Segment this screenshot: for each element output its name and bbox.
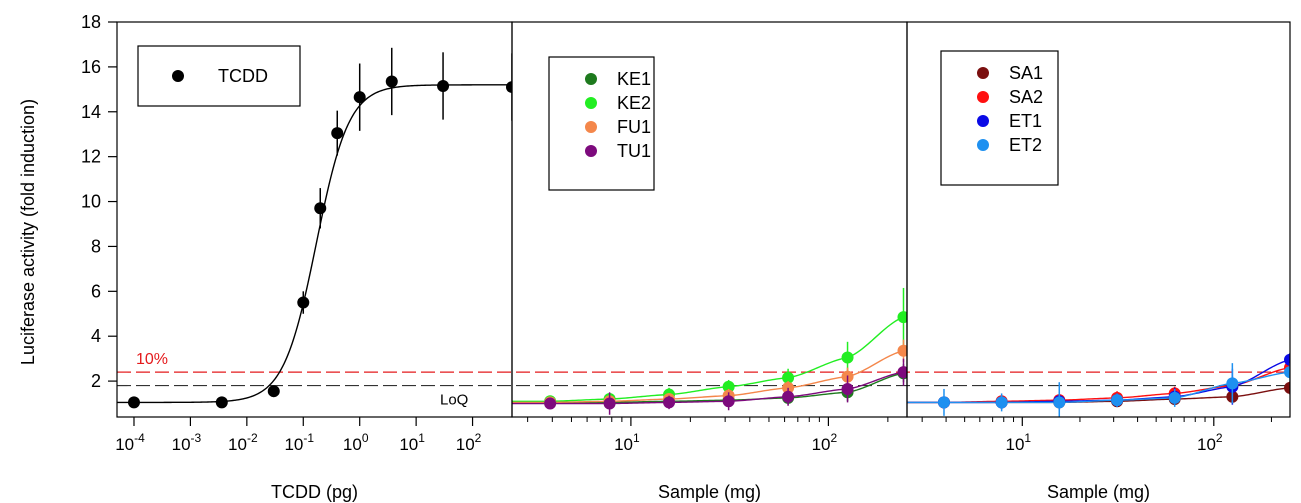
panel-2-data [512,287,907,415]
data-point-tu1 [782,390,795,403]
legend-label-sa2: SA2 [1009,87,1043,107]
legend-marker-et1 [977,115,989,127]
data-point-tcdd [127,396,140,409]
data-point-tcdd [267,385,280,398]
data-point-fu1 [897,344,907,357]
data-point-et2 [1226,377,1239,390]
panel-1-data [117,47,512,409]
legend-label-tu1: TU1 [617,141,651,161]
y-axis-label: Luciferase activity (fold induction) [18,99,38,365]
legend-marker-sa2 [977,91,989,103]
y-tick-label: 6 [91,281,101,301]
x-tick-label: 101 [1005,431,1031,454]
legend-box [548,56,655,191]
data-point-et2 [995,396,1008,409]
legend-label-sa1: SA1 [1009,63,1043,83]
y-tick-label: 10 [81,192,101,212]
fit-curve-fu1 [512,350,904,404]
data-point-tcdd [314,202,327,215]
data-point-et2 [1168,391,1181,404]
legend-marker-sa1 [977,67,989,79]
data-point-tcdd [297,296,310,309]
x-tick-label: 10-4 [115,431,145,454]
legend-label-ke2: KE2 [617,93,651,113]
legend-label-et1: ET1 [1009,111,1042,131]
data-point-et2 [1284,366,1290,379]
x-tick-label: 102 [812,431,838,454]
fit-curve-ke2 [512,316,904,402]
legend-label-fu1: FU1 [617,117,651,137]
reference-lines: 10% LoQ [117,351,1290,409]
legend-marker-tcdd [172,70,184,82]
x-axis-label-1: TCDD (pg) [271,482,358,502]
panel-1 [117,47,512,409]
data-point-ke2 [782,371,795,384]
y-tick-label: 2 [91,371,101,391]
x-tick-label: 102 [456,431,482,454]
x-axis-label-2: Sample (mg) [658,482,761,502]
chart-panels [117,47,1290,417]
x-tick-label: 10-3 [172,431,202,454]
fit-curve-tu1 [512,371,904,405]
legend-marker-tu1 [585,145,597,157]
panel-3 [907,353,1290,417]
data-point-tcdd [215,396,228,409]
fit-curve-et2 [907,371,1290,404]
data-point-tcdd [385,75,398,88]
reference-label-loq: LoQ [440,392,468,409]
panel-3-frame [906,21,1291,418]
legend-panel-2: KE1 KE2 FU1 TU1 [548,56,655,191]
y-tick-label: 4 [91,326,101,346]
panel-2 [512,287,907,415]
legend-label-et2: ET2 [1009,135,1042,155]
x-axis-label-3: Sample (mg) [1047,482,1150,502]
y-tick-label: 12 [81,147,101,167]
data-point-ke2 [722,380,735,393]
legend-label-tcdd: TCDD [218,66,268,86]
legend-panel-1: TCDD [137,45,301,107]
x-tick-label: 10-2 [228,431,258,454]
legend-marker-ke1 [585,73,597,85]
data-point-tu1 [603,397,616,410]
data-point-et2 [1111,394,1124,407]
y-tick-label: 8 [91,236,101,256]
data-point-tcdd [331,127,344,140]
data-point-et2 [937,396,950,409]
x-tick-label: 101 [399,431,425,454]
data-point-tu1 [544,397,557,410]
data-point-ke2 [841,351,854,364]
legend-marker-et2 [977,139,989,151]
data-point-tu1 [722,395,735,408]
data-point-ke2 [897,311,907,324]
legend-marker-fu1 [585,121,597,133]
data-point-tu1 [897,366,907,379]
y-tick-label: 16 [81,57,101,77]
data-point-tcdd [437,79,450,92]
y-tick-label: 18 [81,12,101,32]
data-point-sa1 [1284,381,1290,394]
legend-label-ke1: KE1 [617,69,651,89]
legend-panel-3: SA1 SA2 ET1 ET2 [940,50,1059,186]
x-tick-label: 10-1 [284,431,314,454]
x-tick-label: 100 [343,431,369,454]
panel-3-data [907,353,1290,417]
legend-marker-ke2 [585,97,597,109]
data-point-et2 [1053,396,1066,409]
fit-curve-tcdd [117,84,512,404]
data-point-et1 [1284,353,1290,366]
x-tick-label: 102 [1197,431,1223,454]
legend-box [940,50,1059,186]
data-point-tu1 [841,382,854,395]
reference-label-10pct: 10% [136,351,168,368]
data-point-tu1 [663,396,676,409]
data-point-tcdd [353,91,366,104]
data-point-tcdd [506,81,512,94]
legend-box [137,45,301,107]
x-tick-label: 101 [614,431,640,454]
y-tick-label: 14 [81,102,101,122]
